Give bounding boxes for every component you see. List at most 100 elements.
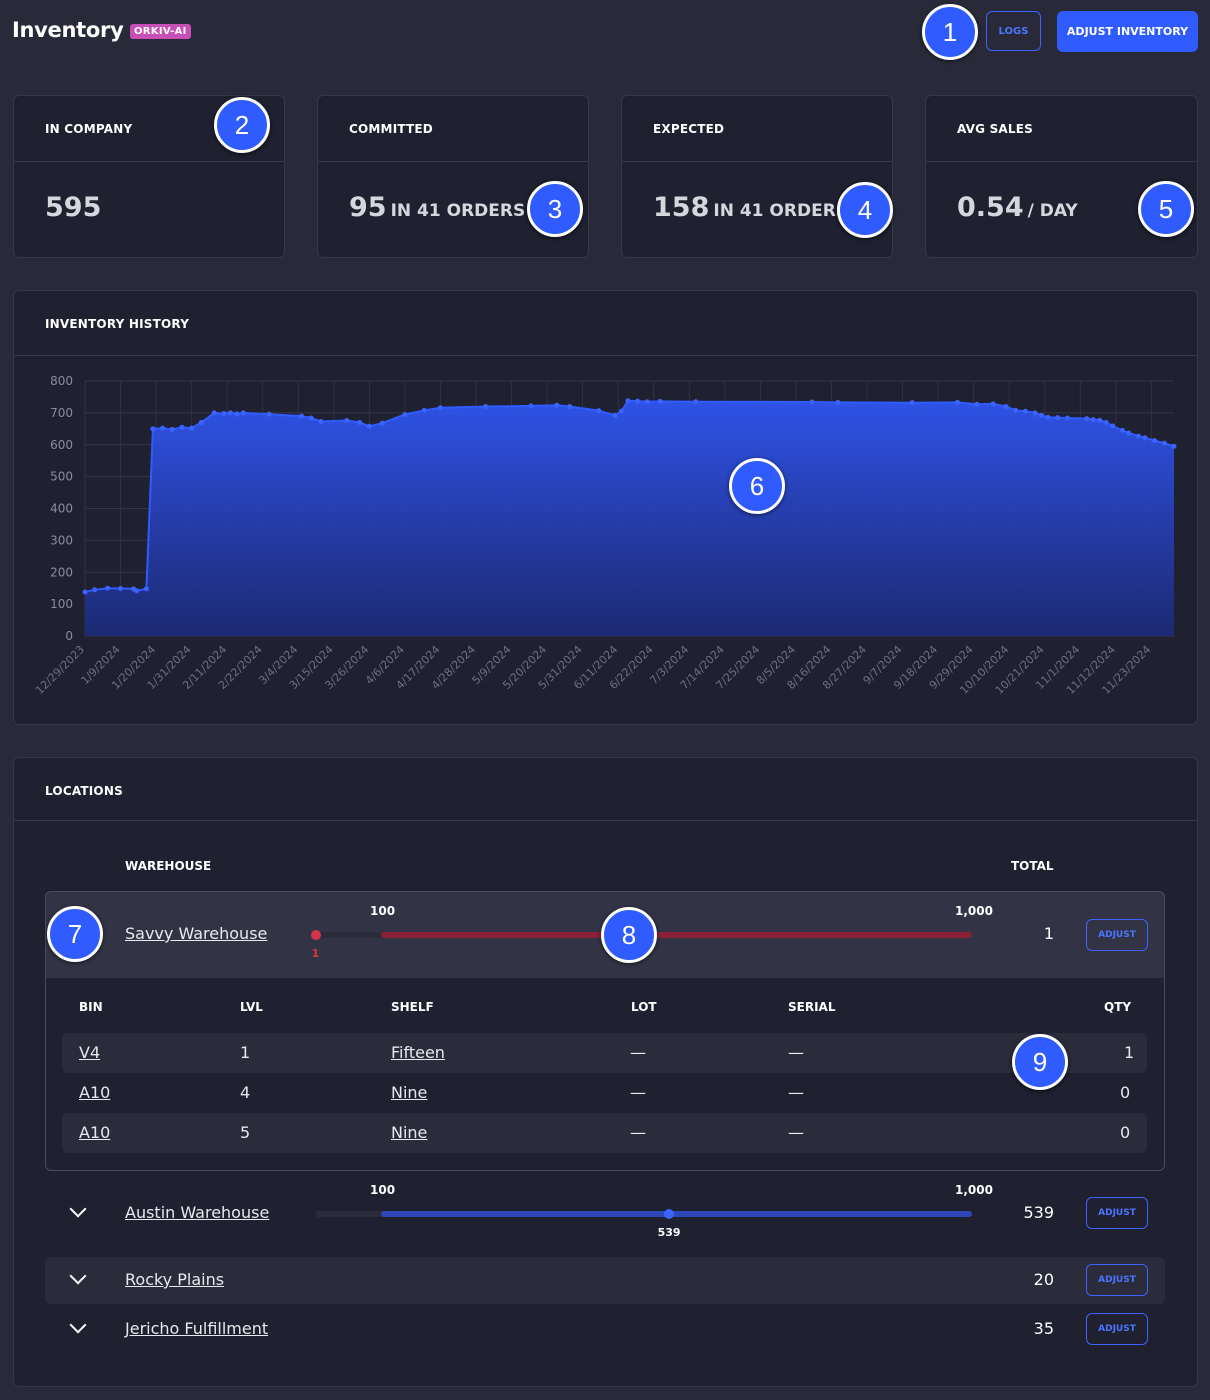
annotation-marker: 7 xyxy=(47,906,103,962)
annotation-marker: 2 xyxy=(214,97,270,153)
data-point xyxy=(1119,427,1125,433)
inventory-area xyxy=(85,400,1174,636)
data-point xyxy=(266,411,272,417)
range-min-label: 100 xyxy=(370,904,396,918)
stat-suffix: / DAY xyxy=(1027,201,1078,221)
data-point xyxy=(227,410,233,416)
bin-row xyxy=(62,1113,1147,1153)
annotation-marker: 4 xyxy=(837,182,893,238)
logs-button[interactable]: LOGS xyxy=(986,11,1041,51)
data-point xyxy=(198,419,204,425)
data-point xyxy=(693,399,699,405)
data-point xyxy=(150,426,156,432)
adjust-button-austin[interactable]: ADJUST xyxy=(1086,1197,1148,1229)
data-point xyxy=(1142,435,1148,441)
bin-header-lvl: LVL xyxy=(240,1000,263,1014)
bin-lot: — xyxy=(630,1083,646,1102)
adjust-button-jericho[interactable]: ADJUST xyxy=(1086,1313,1148,1345)
data-point xyxy=(974,401,980,407)
data-point xyxy=(118,586,124,592)
data-point xyxy=(990,401,996,407)
bin-header-bin: BIN xyxy=(79,1000,103,1014)
data-point xyxy=(308,415,314,421)
data-point xyxy=(366,423,372,429)
card-header xyxy=(926,96,1197,162)
y-tick-label: 100 xyxy=(50,597,73,611)
shelf-link[interactable]: Nine xyxy=(391,1123,428,1142)
data-point xyxy=(835,399,841,405)
data-point xyxy=(1110,423,1116,429)
data-point xyxy=(1003,404,1009,409)
data-point xyxy=(1171,443,1177,449)
shelf-link[interactable]: Nine xyxy=(391,1083,428,1102)
data-point xyxy=(134,588,140,594)
annotation-marker: 6 xyxy=(729,458,785,514)
data-point xyxy=(421,407,427,413)
y-tick-label: 600 xyxy=(50,438,73,452)
warehouse-row[interactable] xyxy=(45,1257,1165,1304)
data-point xyxy=(1084,416,1090,422)
data-point xyxy=(1103,419,1109,425)
warehouse-link-austin[interactable]: Austin Warehouse xyxy=(125,1203,270,1222)
data-point xyxy=(528,403,534,409)
bin-link[interactable]: A10 xyxy=(79,1083,111,1102)
stat-value: 0.54/ DAY xyxy=(957,192,1078,223)
card-header xyxy=(318,96,588,162)
bin-row xyxy=(62,1073,1147,1113)
stat-suffix: IN 41 ORDERS xyxy=(713,201,849,221)
data-point xyxy=(635,398,641,404)
warehouse-total: 1 xyxy=(1043,924,1054,943)
bin-row xyxy=(62,1033,1147,1073)
data-point xyxy=(357,419,363,425)
stat-label: EXPECTED xyxy=(653,122,725,136)
data-point xyxy=(1126,430,1132,436)
data-point xyxy=(105,585,111,591)
data-point xyxy=(318,418,324,424)
column-header-warehouse: WAREHOUSE xyxy=(125,859,212,873)
bin-header-lot: LOT xyxy=(631,1000,657,1014)
data-point xyxy=(1161,440,1167,446)
data-point xyxy=(1097,417,1103,423)
data-point xyxy=(909,400,915,406)
column-header-total: TOTAL xyxy=(1011,859,1054,873)
card-header xyxy=(14,758,1197,821)
data-point xyxy=(1045,414,1051,420)
data-point xyxy=(240,410,246,416)
bin-level: 4 xyxy=(240,1083,251,1102)
annotation-marker: 3 xyxy=(527,181,583,237)
adjust-button-savvy[interactable]: ADJUST xyxy=(1086,919,1148,951)
data-point xyxy=(189,425,195,431)
data-point xyxy=(1135,433,1141,439)
stock-level-value: 539 xyxy=(657,1226,681,1239)
annotation-marker: 1 xyxy=(922,4,978,60)
data-point xyxy=(179,424,185,430)
data-point xyxy=(160,425,166,431)
adjust-button-rocky-plains[interactable]: ADJUST xyxy=(1086,1264,1148,1296)
y-tick-label: 200 xyxy=(50,565,73,579)
shelf-link[interactable]: Fifteen xyxy=(391,1043,445,1062)
annotation-marker: 8 xyxy=(601,907,657,963)
card-header xyxy=(622,96,892,162)
adjust-inventory-button[interactable]: ADJUST INVENTORY xyxy=(1057,11,1198,52)
bin-link[interactable]: A10 xyxy=(79,1123,111,1142)
y-tick-label: 800 xyxy=(50,374,73,388)
data-point xyxy=(1032,410,1038,416)
data-point xyxy=(82,589,88,595)
data-point xyxy=(1039,412,1045,418)
bin-qty: 1 xyxy=(1124,1043,1135,1062)
range-max-label: 1,000 xyxy=(955,904,993,918)
bin-link[interactable]: V4 xyxy=(79,1043,101,1062)
warehouse-link-jericho[interactable]: Jericho Fulfillment xyxy=(125,1319,269,1338)
stat-number: 0.54 xyxy=(957,192,1024,223)
data-point xyxy=(1090,417,1096,423)
stat-suffix: IN 41 ORDERS xyxy=(390,201,526,221)
warehouse-link-rocky-plains[interactable]: Rocky Plains xyxy=(125,1270,225,1289)
stat-value: 595 xyxy=(45,192,101,223)
bin-header-serial: SERIAL xyxy=(788,1000,836,1014)
stat-label: AVG SALES xyxy=(957,122,1034,136)
stat-card-avg-sales: AVG SALES 0.54/ DAY xyxy=(925,95,1198,258)
warehouse-link-savvy[interactable]: Savvy Warehouse xyxy=(125,924,268,943)
data-point xyxy=(1055,415,1061,421)
data-point xyxy=(143,586,149,592)
brand-badge: ORKIV-AI xyxy=(130,24,191,39)
